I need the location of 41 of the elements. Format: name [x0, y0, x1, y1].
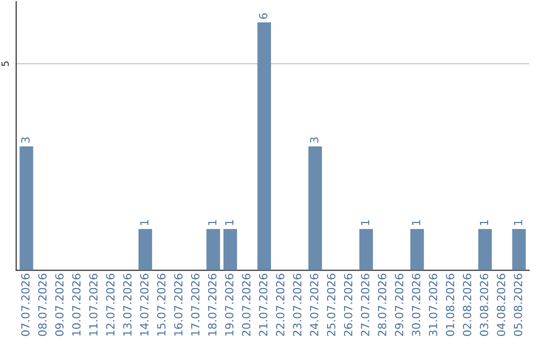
x-tick-label: 21.07.2026: [259, 274, 268, 336]
x-tick-label: 29.07.2026: [394, 274, 404, 336]
x-tick-label: 11.07.2026: [89, 274, 98, 336]
x-tick-label: 02.08.2026: [462, 274, 472, 336]
x-tick-label: 10.07.2026: [72, 274, 81, 336]
data-label: 3: [310, 137, 318, 143]
x-tick-label: 26.07.2026: [344, 274, 352, 336]
data-label: 1: [412, 220, 420, 225]
x-tick-label: 18.07.2026: [208, 274, 216, 336]
x-tick-label: 04.08.2026: [496, 274, 506, 336]
x-tick-label: 09.07.2026: [55, 274, 64, 336]
data-label: 1: [208, 220, 216, 225]
x-tick-label: 05.08.2026: [514, 274, 522, 336]
x-tick-label: 25.07.2026: [326, 274, 336, 336]
x-tick-label: 13.07.2026: [123, 274, 132, 336]
x-tick-label: 03.08.2026: [480, 274, 488, 336]
x-tick-label: 23.07.2026: [293, 274, 302, 336]
data-label: 1: [225, 220, 234, 225]
x-tick-label: 31.07.2026: [428, 274, 438, 336]
x-tick-label: 17.07.2026: [191, 274, 200, 336]
data-label: 1: [361, 220, 370, 225]
x-tick-label: 01.08.2026: [446, 274, 454, 336]
x-tick-label: 24.07.2026: [310, 274, 318, 336]
x-tick-label: 16.07.2026: [174, 274, 182, 336]
x-tick-label: 22.07.2026: [276, 274, 284, 336]
data-label: 6: [259, 13, 268, 19]
x-tick-label: 12.07.2026: [106, 274, 115, 336]
x-tick-label: 30.07.2026: [412, 274, 420, 336]
x-tick-label: 08.07.2026: [38, 274, 47, 336]
y-tick-label: 5: [2, 61, 9, 66]
x-tick-label: 15.07.2026: [157, 274, 166, 336]
data-label: 1: [514, 220, 522, 225]
x-tick-label: 19.07.2026: [225, 274, 234, 336]
x-tick-label: 20.07.2026: [242, 274, 250, 336]
x-tick-label: 14.07.2026: [140, 274, 149, 336]
x-tick-label: 28.07.2026: [378, 274, 386, 336]
data-label: 1: [480, 220, 488, 225]
data-label: 1: [140, 220, 148, 225]
x-tick-label: 27.07.2026: [360, 274, 370, 336]
x-tick-label: 07.07.2026: [21, 274, 30, 336]
data-label: 3: [21, 137, 30, 143]
